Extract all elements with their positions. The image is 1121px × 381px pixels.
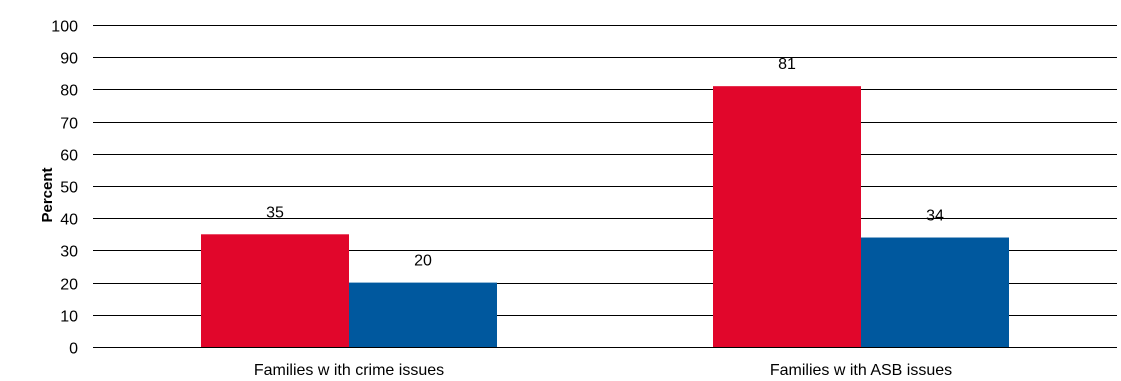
y-tick-label: 70	[60, 116, 78, 133]
y-tick-label: 100	[51, 19, 78, 36]
y-tick-label: 60	[60, 148, 78, 165]
y-tick-label: 50	[60, 180, 78, 197]
y-tick-label: 10	[60, 309, 78, 326]
bar	[861, 237, 1009, 347]
bar	[201, 234, 349, 347]
y-tick-label: 90	[60, 51, 78, 68]
data-label: 35	[266, 204, 284, 221]
y-tick-label: 30	[60, 244, 78, 261]
data-label: 34	[926, 208, 944, 225]
bars	[201, 86, 1009, 348]
y-axis-title: Percent	[39, 167, 56, 222]
bar	[349, 282, 497, 347]
data-label: 81	[778, 56, 796, 73]
y-tick-label: 80	[60, 83, 78, 100]
category-label: Families w ith ASB issues	[770, 362, 952, 379]
data-label: 20	[414, 253, 432, 270]
y-tick-label: 40	[60, 212, 78, 229]
y-tick-label: 0	[69, 341, 78, 358]
category-label: Families w ith crime issues	[254, 362, 444, 379]
y-tick-label: 20	[60, 277, 78, 294]
y-tick-labels: 0 10 20 30 40 50 60 70 80 90 100	[51, 19, 78, 358]
data-labels: 35 20 81 34	[266, 56, 944, 269]
category-labels: Families w ith crime issues Families w it…	[254, 362, 952, 379]
bar	[713, 86, 861, 348]
